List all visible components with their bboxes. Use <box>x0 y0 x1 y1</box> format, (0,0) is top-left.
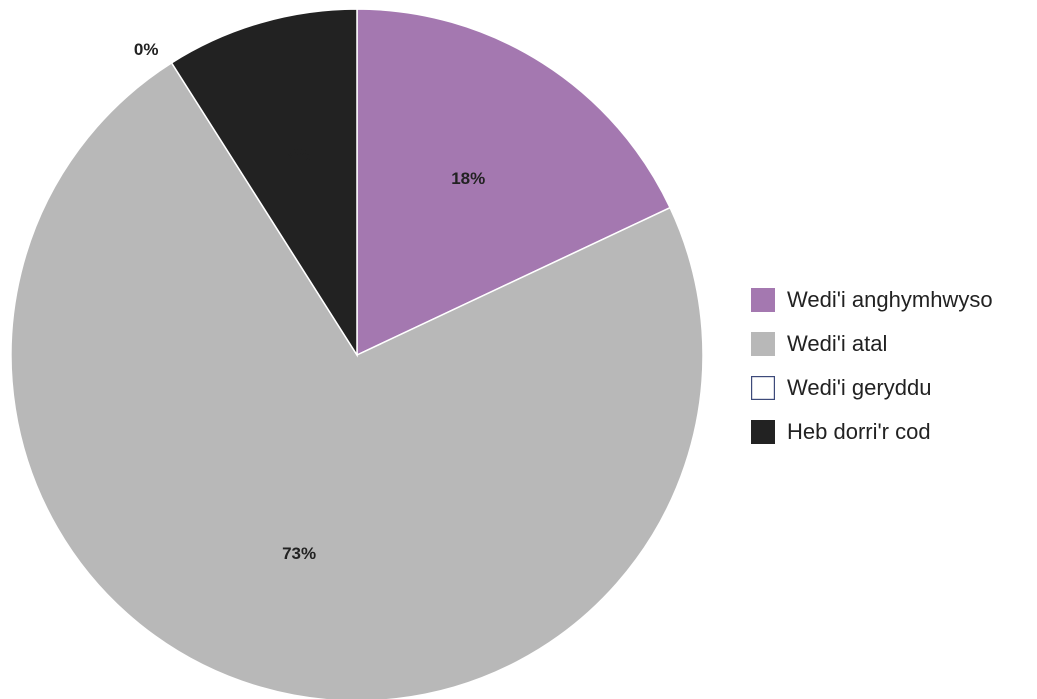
slice-label-wedi-i-atal: 73% <box>282 544 316 563</box>
legend-label-wedi-i-atal: Wedi'i atal <box>787 331 887 356</box>
slice-label-wedi-i-geryddu: 0% <box>134 40 159 59</box>
pie-slices <box>10 8 704 699</box>
legend-label-heb-dorri-r-cod: Heb dorri'r cod <box>787 419 931 444</box>
legend-swatch-wedi-i-atal <box>751 332 775 356</box>
legend-swatch-wedi-i-geryddu <box>750 376 775 401</box>
legend-swatch-heb-dorri-r-cod <box>751 420 775 444</box>
legend: Wedi'i anghymhwyso Wedi'i atal Wedi'i gery… <box>750 287 993 444</box>
legend-label-wedi-i-geryddu: Wedi'i geryddu <box>787 375 931 400</box>
pie-slice-heb-dorri-r-cod <box>170 8 358 358</box>
slice-label-heb-dorri-r-cod: 9% <box>287 145 312 164</box>
legend-label-wedi-i-anghymhwyso: Wedi'i anghymhwyso <box>787 287 993 312</box>
pie-slice-labels: 18% 73% 0% 9% <box>134 40 485 563</box>
pie-slice-wedi-i-anghymhwyso <box>356 8 672 357</box>
pie-slice-wedi-i-atal <box>10 61 704 699</box>
slice-label-wedi-i-anghymhwyso: 18% <box>451 169 485 188</box>
legend-swatch-wedi-i-anghymhwyso <box>751 288 775 312</box>
